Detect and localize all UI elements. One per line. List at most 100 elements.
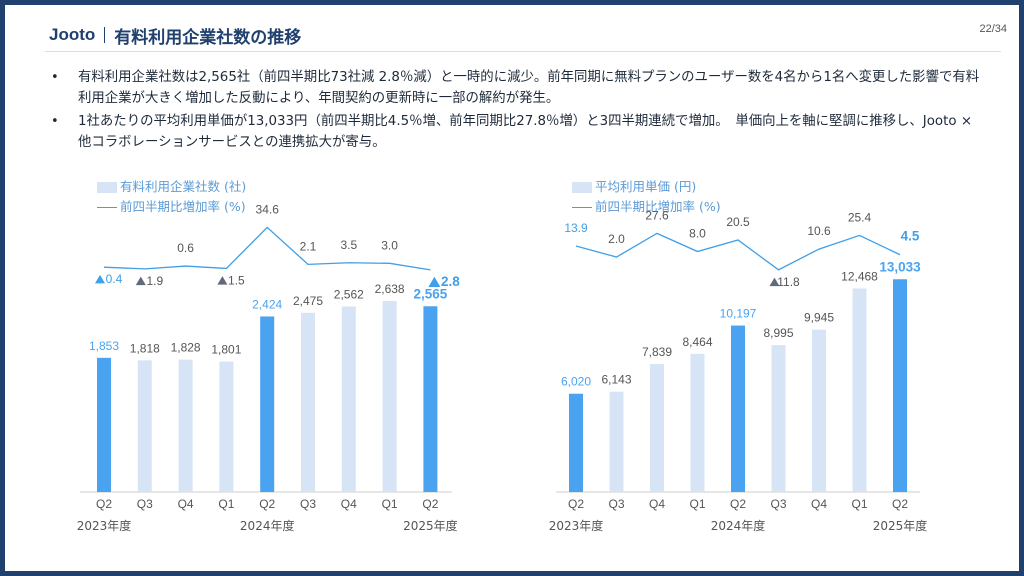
bar-value-label: 2,424 [252,297,282,311]
bar [137,360,152,492]
bar-swatch [97,181,117,193]
bar-value-label: 7,839 [642,345,672,359]
legend-line-label: 前四半期比増加率 (%) [120,199,246,214]
bar [97,357,111,492]
decrease-marker [217,276,228,285]
bullet-item-1: 有料利用企業社数は2,565社（前四半期比73社減 2.8％減）と一時的に減少。… [49,67,989,109]
x-tick-label: Q2 [259,497,275,511]
x-tick-label: Q2 [422,497,438,511]
growth-rate-label: 0.6 [177,241,194,255]
year-group-label: 2025年度 [403,518,458,533]
bar-value-label: 9,945 [804,311,834,325]
bar [301,312,315,492]
bar [569,393,583,492]
growth-rate-label: 10.6 [807,224,831,238]
chart-1-company-count: 1,853 1,818 1,828 1,801 2,424 2,475 2,562 2,638… [77,202,461,533]
bar [812,329,826,492]
x-tick-label: Q4 [178,497,194,511]
decrease-marker [769,277,780,287]
chart-1-legend: 有料利用企業社数 (社) 前四半期比増加率 (%) [97,177,246,217]
bar [219,361,234,492]
x-tick-label: Q3 [608,497,624,511]
line-swatch [572,206,592,208]
title-divider [45,51,1001,52]
bar [341,306,356,492]
bar-value-label: 1,828 [171,341,201,355]
page-title: Jooto 有料利用企業社数の推移 [49,22,301,48]
year-group-label: 2023年度 [77,518,132,533]
bar-value-label: 1,818 [130,341,160,355]
chart-2-legend: 平均利用単価 (円) 前四半期比増加率 (%) [572,177,721,217]
bar [423,306,438,492]
x-tick-label: Q1 [689,497,705,511]
growth-rate-label: 20.5 [726,215,750,229]
year-group-label: 2025年度 [873,518,928,533]
x-tick-label: Q4 [811,497,827,511]
growth-rate-label: 1.9 [146,274,163,288]
bar [852,288,867,492]
page-number: 22/34 [979,23,1007,35]
decrease-marker [95,274,105,284]
growth-rate-label: 27.6 [645,208,669,222]
bar [731,325,745,492]
charts-canvas: 1,853 1,818 1,828 1,801 2,424 2,475 2,562 2,638… [77,202,928,533]
legend-line-label: 前四半期比増加率 (%) [595,199,721,214]
bar [609,391,624,492]
growth-rate-label: 3.0 [381,238,398,252]
year-group-label: 2023年度 [549,518,604,533]
decrease-marker [428,276,441,288]
bar [650,364,664,492]
legend-bar-label: 平均利用単価 (円) [595,179,697,194]
bar-value-label: 12,468 [841,269,878,283]
growth-rate-label: 4.5 [901,229,920,244]
growth-rate-label: 2.0 [608,232,625,246]
x-tick-label: Q3 [770,497,786,511]
x-tick-label: Q2 [568,497,584,511]
x-tick-label: Q1 [851,497,867,511]
year-group-label: 2024年度 [240,518,295,533]
chart-2-unit-price: 6,020 6,143 7,839 8,464 10,197 8,995 9,945 12,4… [549,208,928,533]
growth-rate-label: 25.4 [848,210,872,224]
growth-rate-label: 11.8 [777,275,800,289]
bar [178,359,193,492]
bar-value-label: 2,562 [334,287,364,301]
title-separator [104,27,106,43]
line-swatch [97,206,117,208]
bar [771,345,786,492]
growth-rate-label: 1.5 [228,273,245,287]
year-group-label: 2024年度 [711,518,766,533]
growth-rate-label: 34.6 [256,202,280,216]
decrease-marker [135,276,146,286]
bar-value-label: 2,638 [375,282,405,296]
bar-value-label: 6,020 [561,375,591,389]
growth-rate-line [103,226,431,271]
x-tick-label: Q1 [218,497,234,511]
bar [260,316,275,492]
bar [893,279,907,492]
bar-swatch [572,181,592,193]
growth-rate-label: 2.1 [300,239,317,253]
growth-rate-label: 8.0 [689,227,706,241]
x-tick-label: Q4 [341,497,357,511]
growth-rate-label: 2.8 [441,274,460,289]
bar [690,353,705,492]
bar-value-label: 10,197 [720,307,757,321]
x-tick-label: Q2 [730,497,746,511]
bar [382,300,397,492]
bar-value-label: 6,143 [601,373,631,387]
x-tick-label: Q4 [649,497,665,511]
brand-name: Jooto [49,25,96,44]
bar-value-label: 1,853 [89,339,119,353]
bar-value-label: 1,801 [211,343,241,357]
bullet-list: 有料利用企業社数は2,565社（前四半期比73社減 2.8％減）と一時的に減少。… [49,67,989,155]
bar-value-label: 2,565 [414,286,448,301]
growth-rate-label: 3.5 [340,238,357,252]
title-text: 有料利用企業社数の推移 [114,27,302,48]
growth-rate-line [575,232,901,271]
bar-value-label: 8,464 [682,335,712,349]
legend-bar-label: 有料利用企業社数 (社) [120,179,247,194]
growth-rate-label: 13.9 [564,221,588,235]
growth-rate-label: 0.4 [106,272,123,286]
x-tick-label: Q2 [96,497,112,511]
